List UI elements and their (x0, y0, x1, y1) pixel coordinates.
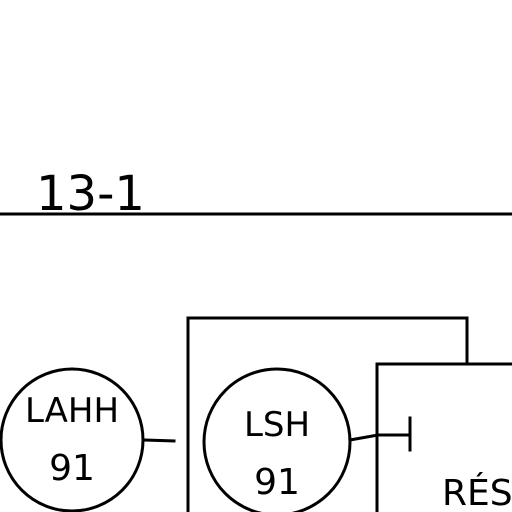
signal-connector (143, 438, 176, 443)
vessel-label: RÉSE (442, 472, 512, 512)
instrument-lahh-91: LAHH 91 (0, 367, 145, 512)
instrument-tag: LAHH (25, 391, 119, 431)
instrument-bubble (202, 367, 352, 512)
vessel-outline (375, 362, 512, 512)
instrument-tag: LSH (244, 405, 310, 445)
instrument-number: 91 (49, 448, 95, 489)
sensor-connector (348, 433, 411, 442)
panel-outline (186, 316, 469, 512)
instrument-lsh-91: LSH 91 (202, 367, 352, 512)
instrument-bubble (0, 367, 145, 512)
instrument-number: 91 (254, 462, 300, 503)
